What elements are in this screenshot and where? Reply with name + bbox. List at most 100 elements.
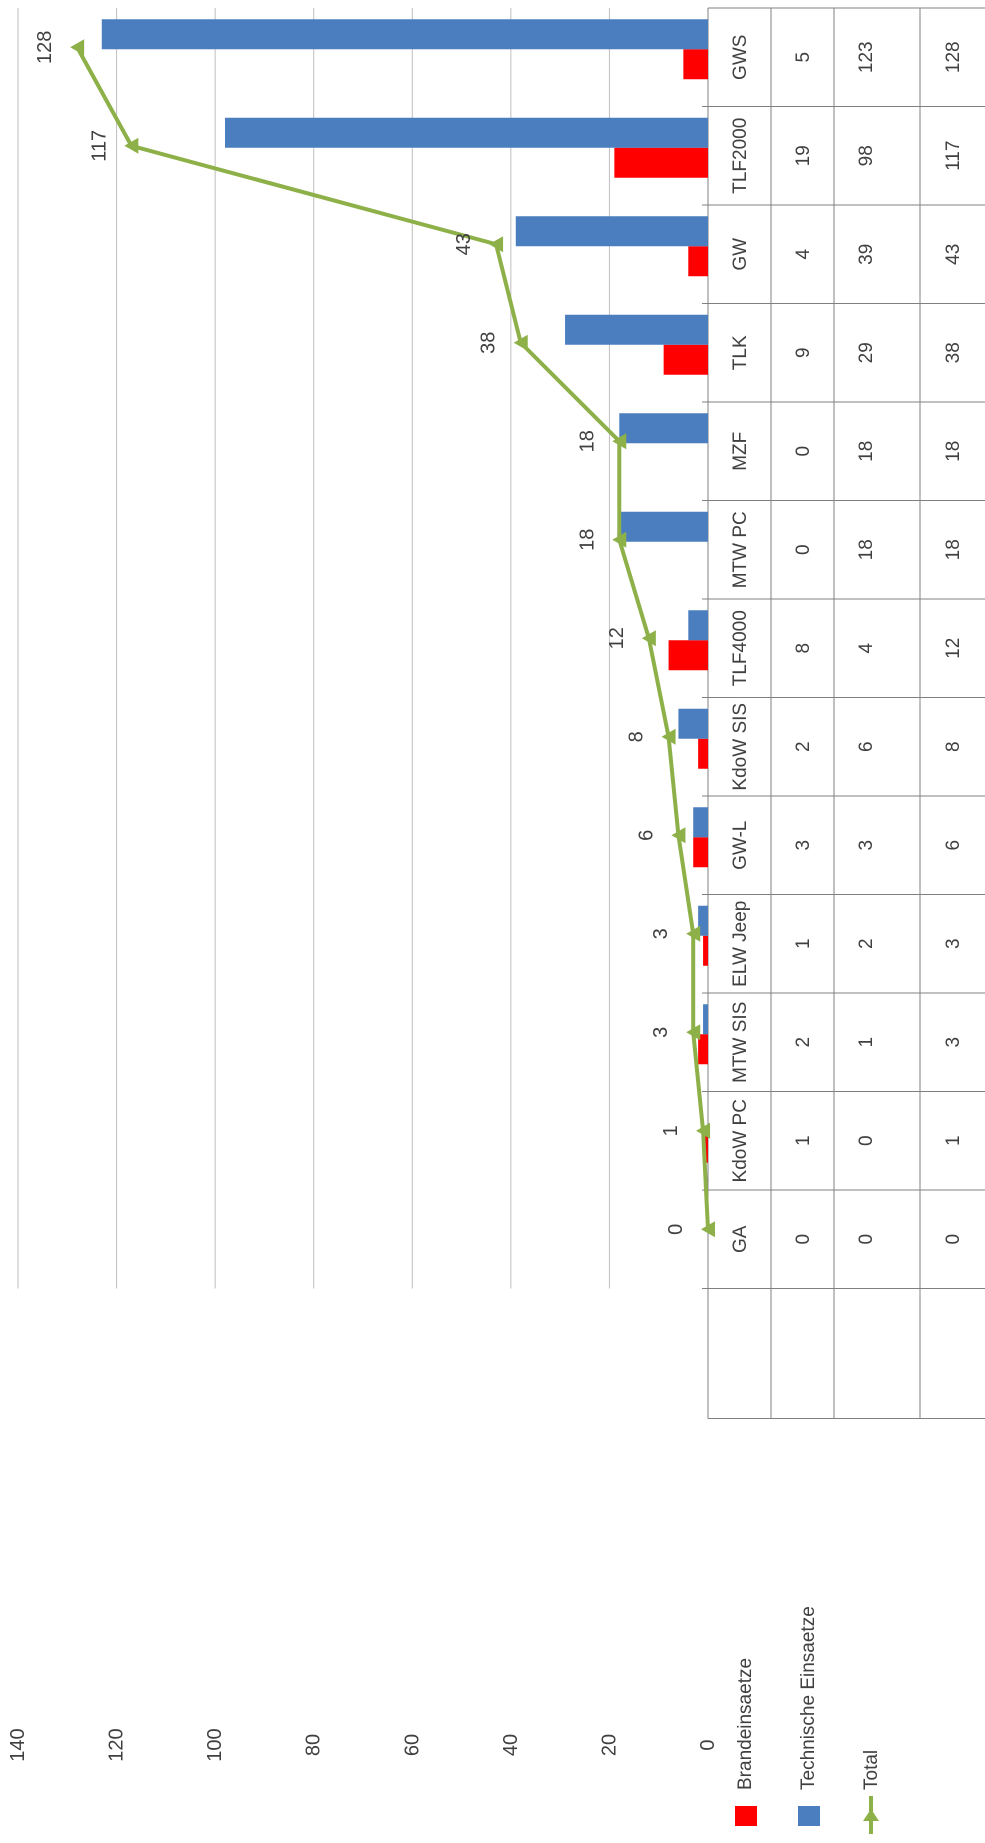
legend-label: Brandeinsaetze xyxy=(735,1658,756,1790)
total-marker xyxy=(661,728,676,745)
table-cell-total: 117 xyxy=(943,141,964,171)
total-data-label: 38 xyxy=(478,332,500,354)
total-marker xyxy=(612,531,627,548)
table-cell-brandeinsaetze: 2 xyxy=(793,1037,814,1048)
total-data-label: 43 xyxy=(453,233,475,255)
table-cell-brandeinsaetze: 8 xyxy=(793,643,814,654)
category-label: MZF xyxy=(730,432,751,471)
table-cell-brandeinsaetze: 1 xyxy=(793,938,814,949)
bar-brandeinsaetze xyxy=(688,246,708,277)
total-marker xyxy=(686,925,701,942)
total-data-label: 0 xyxy=(665,1224,687,1235)
y-tick-label: 80 xyxy=(303,1734,325,1756)
total-marker xyxy=(701,1221,715,1238)
bar-technische-einsaetze xyxy=(225,117,708,148)
total-marker xyxy=(696,1122,711,1139)
y-tick-label: 40 xyxy=(500,1734,522,1756)
table-cell-technische: 18 xyxy=(856,441,877,462)
total-data-label: 117 xyxy=(88,130,110,162)
total-marker xyxy=(612,433,627,450)
category-label: KdoW SIS xyxy=(730,703,751,791)
legend-marker xyxy=(863,1809,879,1821)
table-cell-total: 8 xyxy=(943,741,964,752)
total-data-label: 1 xyxy=(660,1125,682,1136)
table-cell-brandeinsaetze: 0 xyxy=(793,544,814,555)
table-cell-technische: 0 xyxy=(856,1234,877,1245)
y-tick-label: 60 xyxy=(401,1734,423,1756)
bar-brandeinsaetze xyxy=(614,147,708,178)
bar-brandeinsaetze xyxy=(668,640,708,671)
bars xyxy=(101,19,709,1163)
y-tick-label: 20 xyxy=(598,1734,620,1756)
bar-technische-einsaetze xyxy=(703,1004,708,1035)
total-marker xyxy=(70,39,85,56)
table-cell-brandeinsaetze: 0 xyxy=(793,446,814,457)
table-cell-technische: 4 xyxy=(856,643,877,654)
category-label: TLF2000 xyxy=(730,118,751,194)
table-cell-technische: 123 xyxy=(856,41,877,73)
bar-brandeinsaetze xyxy=(683,49,708,80)
bar-technische-einsaetze xyxy=(688,610,708,641)
bar-technische-einsaetze xyxy=(515,216,708,247)
category-label: GW-L xyxy=(730,821,751,870)
table-cell-total: 43 xyxy=(943,244,964,265)
bar-brandeinsaetze xyxy=(698,1034,708,1065)
total-data-label: 128 xyxy=(34,31,56,64)
table-cell-total: 128 xyxy=(943,41,964,73)
total-marker xyxy=(489,236,504,253)
table-cell-brandeinsaetze: 0 xyxy=(793,1234,814,1245)
total-data-label: 6 xyxy=(635,830,657,841)
category-label: MTW PC xyxy=(730,511,751,588)
table-cell-brandeinsaetze: 3 xyxy=(793,840,814,851)
category-label: MTW SIS xyxy=(730,1002,751,1083)
bar-technische-einsaetze xyxy=(678,708,708,739)
bar-brandeinsaetze xyxy=(693,837,708,868)
table-cell-brandeinsaetze: 19 xyxy=(793,145,814,166)
y-tick-label: 0 xyxy=(697,1739,719,1750)
y-tick-label: 100 xyxy=(204,1728,226,1761)
table-cell-technische: 6 xyxy=(856,741,877,752)
y-tick-label: 140 xyxy=(7,1728,29,1761)
category-label: TLK xyxy=(730,335,751,370)
table-cell-total: 6 xyxy=(943,840,964,851)
bar-technische-einsaetze xyxy=(565,314,708,345)
legend: Brandeinsaetze Technische Einsaetze Total xyxy=(735,1606,882,1834)
category-label: GA xyxy=(730,1225,751,1253)
table-cell-brandeinsaetze: 4 xyxy=(793,249,814,260)
total-marker xyxy=(513,334,528,351)
y-tick-label: 120 xyxy=(106,1728,128,1761)
table-cell-total: 12 xyxy=(943,638,964,659)
table-cell-technische: 98 xyxy=(856,145,877,166)
legend-swatch xyxy=(798,1806,820,1826)
table-cell-total: 18 xyxy=(943,539,964,560)
bar-brandeinsaetze xyxy=(663,344,708,375)
table-cell-total: 18 xyxy=(943,441,964,462)
total-data-label: 3 xyxy=(650,1027,672,1038)
table-cell-technische: 29 xyxy=(856,342,877,363)
total-marker xyxy=(686,1024,701,1041)
table-cell-brandeinsaetze: 1 xyxy=(793,1135,814,1146)
category-label: KdoW PC xyxy=(730,1099,751,1182)
total-data-label: 18 xyxy=(576,430,598,452)
bar-brandeinsaetze xyxy=(698,738,708,769)
category-label: TLF4000 xyxy=(730,610,751,686)
table-cell-brandeinsaetze: 2 xyxy=(793,741,814,752)
total-data-label: 18 xyxy=(576,529,598,551)
legend-label: Technische Einsaetze xyxy=(798,1606,819,1790)
total-data-label: 12 xyxy=(606,627,628,649)
table-cell-brandeinsaetze: 5 xyxy=(793,52,814,63)
legend-label: Total xyxy=(861,1750,882,1790)
table-cell-technische: 18 xyxy=(856,539,877,560)
total-data-label: 8 xyxy=(626,731,648,742)
table-cell-technische: 3 xyxy=(856,840,877,851)
category-label: ELW Jeep xyxy=(730,901,751,987)
table-cell-total: 3 xyxy=(943,938,964,949)
total-marker xyxy=(671,827,686,844)
table-cell-brandeinsaetze: 9 xyxy=(793,347,814,358)
table-cell-total: 1 xyxy=(943,1135,964,1146)
table-cell-technische: 1 xyxy=(856,1037,877,1048)
table-cell-technische: 39 xyxy=(856,244,877,265)
